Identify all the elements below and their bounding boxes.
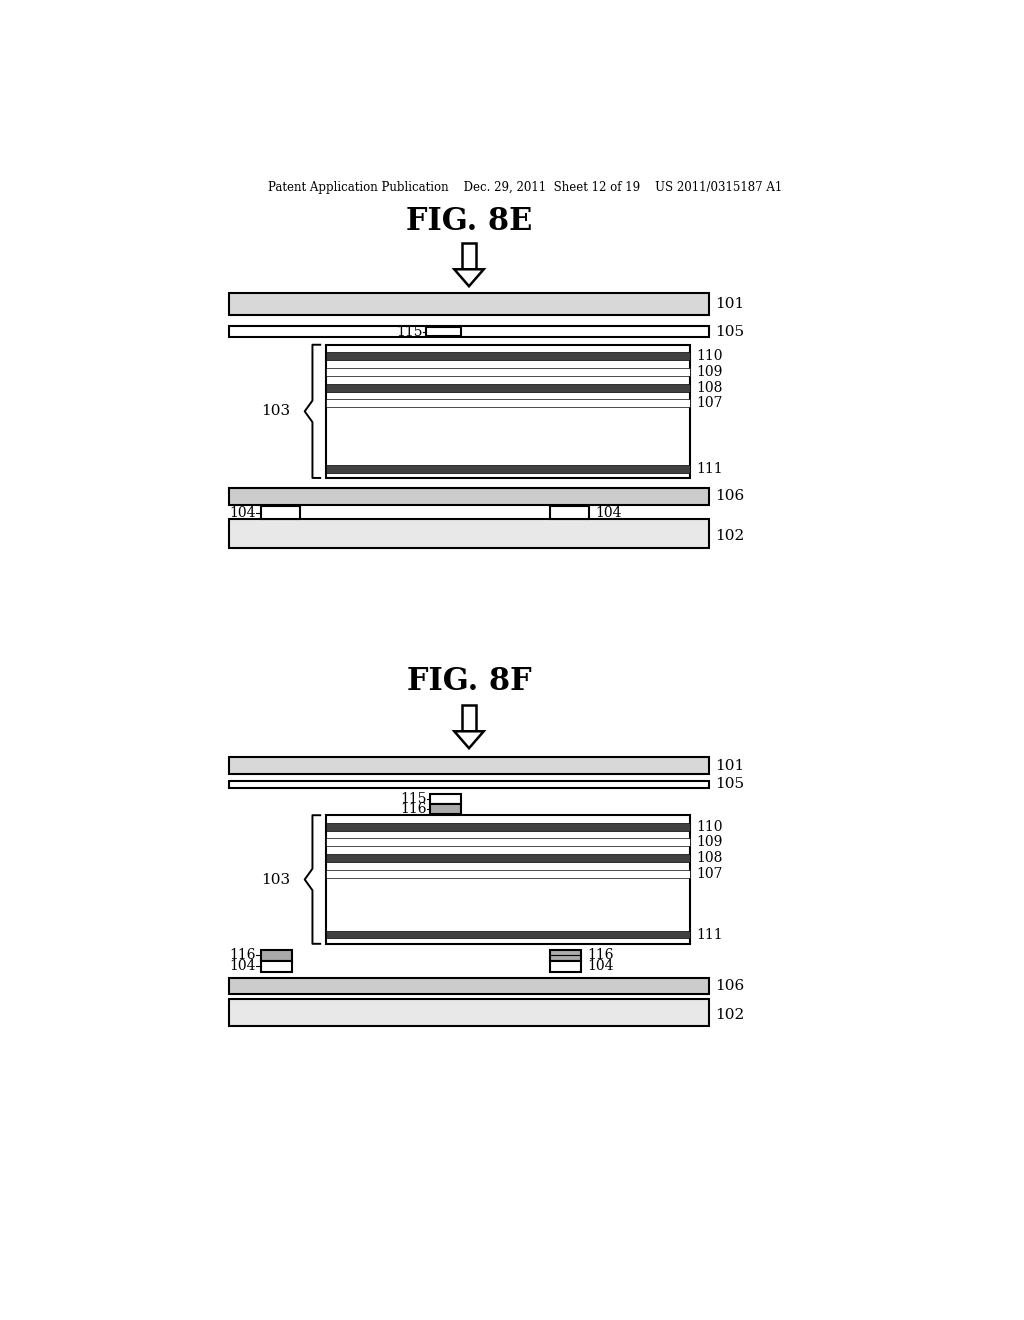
Bar [261, 950, 292, 961]
Bar [326, 870, 690, 878]
Text: 104: 104 [595, 506, 622, 520]
Text: 110: 110 [696, 820, 723, 834]
Bar [326, 931, 690, 939]
Bar [228, 758, 710, 775]
Bar [326, 400, 690, 407]
Text: 110: 110 [696, 350, 723, 363]
Bar [326, 465, 690, 473]
Bar [430, 804, 461, 813]
Bar [550, 507, 589, 519]
Bar [261, 507, 300, 519]
Text: 116: 116 [229, 948, 256, 962]
Bar [228, 293, 710, 314]
Text: 111: 111 [696, 928, 723, 941]
Bar [326, 352, 690, 360]
Bar [228, 519, 710, 548]
Text: 107: 107 [696, 867, 723, 880]
Bar [228, 326, 710, 337]
Text: 105: 105 [716, 777, 744, 792]
Text: 108: 108 [696, 381, 723, 395]
Bar [228, 780, 710, 788]
Text: 115: 115 [400, 792, 427, 807]
Bar [550, 950, 582, 961]
Text: 106: 106 [716, 979, 744, 993]
Text: FIG. 8F: FIG. 8F [407, 667, 531, 697]
Text: FIG. 8E: FIG. 8E [406, 206, 532, 238]
Text: 116: 116 [588, 948, 614, 962]
Bar [261, 961, 292, 972]
Text: Patent Application Publication    Dec. 29, 2011  Sheet 12 of 19    US 2011/03151: Patent Application Publication Dec. 29, … [267, 181, 782, 194]
Bar [550, 961, 582, 972]
Bar [326, 384, 690, 392]
Text: 104: 104 [588, 960, 614, 973]
Text: 111: 111 [696, 462, 723, 475]
Bar [228, 978, 710, 994]
Bar [326, 345, 690, 478]
Bar [228, 488, 710, 506]
Bar [326, 838, 690, 846]
Text: 105: 105 [716, 325, 744, 339]
Bar [430, 795, 461, 804]
Bar [228, 999, 710, 1026]
Text: 102: 102 [716, 529, 744, 543]
Text: 102: 102 [716, 1007, 744, 1022]
Polygon shape [455, 731, 483, 748]
Bar [326, 368, 690, 376]
Text: 109: 109 [696, 364, 723, 379]
Text: 115: 115 [396, 326, 423, 339]
Text: 103: 103 [261, 873, 290, 887]
Text: 109: 109 [696, 836, 723, 849]
Text: 104: 104 [229, 506, 256, 520]
Text: 101: 101 [716, 759, 744, 774]
Text: 101: 101 [716, 297, 744, 312]
Text: 116: 116 [400, 803, 427, 816]
Text: 106: 106 [716, 490, 744, 503]
Bar [426, 327, 461, 337]
Text: 103: 103 [261, 404, 290, 418]
Text: 107: 107 [696, 396, 723, 411]
Bar [326, 822, 690, 830]
Bar [462, 705, 476, 731]
Bar [326, 854, 690, 862]
Polygon shape [455, 269, 483, 286]
Text: 104: 104 [229, 960, 256, 973]
Text: 108: 108 [696, 851, 723, 866]
Bar [326, 816, 690, 944]
Bar [462, 243, 476, 269]
